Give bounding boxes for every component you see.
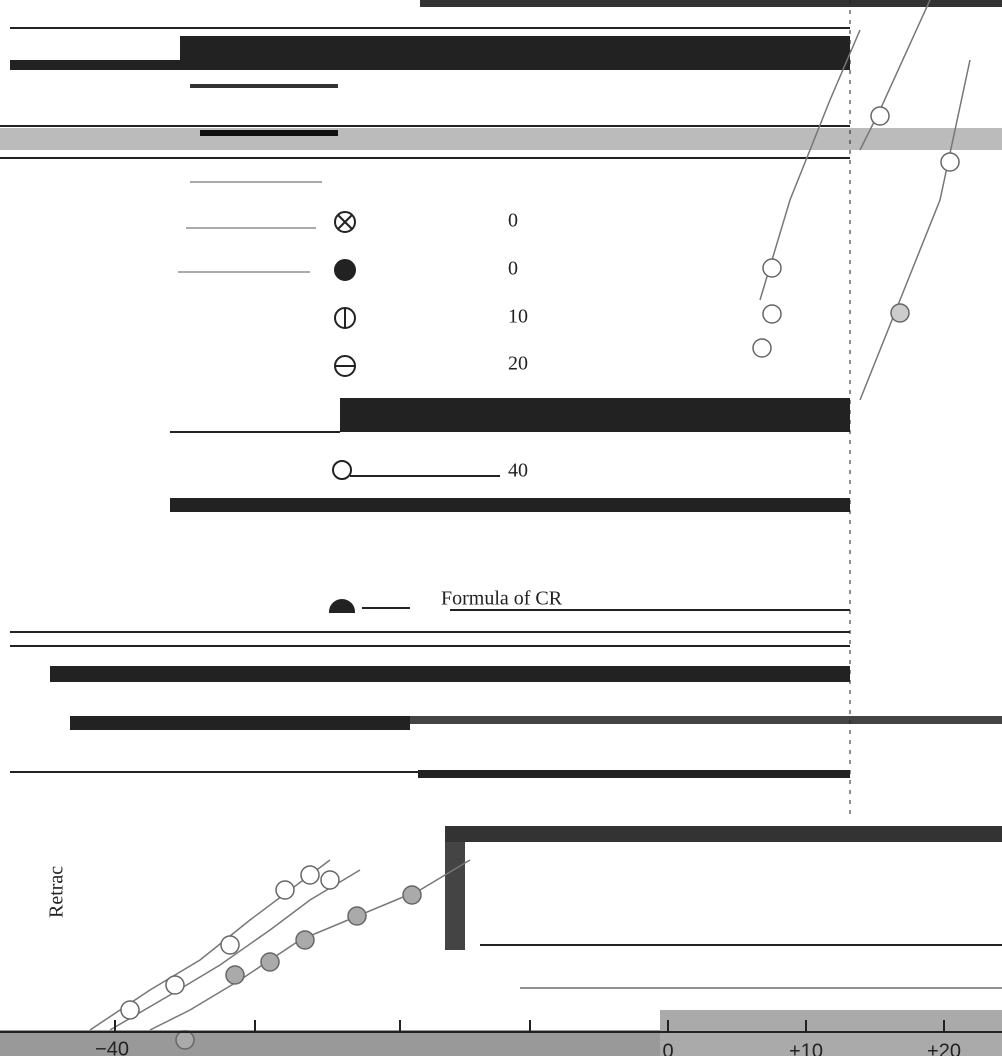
legend-value: 0 bbox=[508, 258, 518, 280]
scan-artifacts bbox=[0, 0, 1002, 1056]
y-axis-label: Retrac bbox=[46, 866, 68, 918]
legend-value: 0 bbox=[508, 210, 518, 232]
legend-value: 20 bbox=[508, 353, 528, 375]
plot-curves bbox=[90, 0, 970, 1030]
x-tick-label: +20 bbox=[927, 1040, 961, 1056]
x-tick-label: 0 bbox=[662, 1040, 673, 1056]
legend-value: 10 bbox=[508, 306, 528, 328]
x-tick-label: −40 bbox=[95, 1038, 129, 1056]
plot-markers bbox=[121, 107, 959, 1049]
legend-value: 40 bbox=[508, 460, 528, 482]
figure: 0 0 10 20 40 Formula of CR Retrac −40 0 … bbox=[0, 0, 1002, 1056]
legend-caption: Formula of CR bbox=[441, 588, 563, 610]
x-tick-label: +10 bbox=[789, 1040, 823, 1056]
